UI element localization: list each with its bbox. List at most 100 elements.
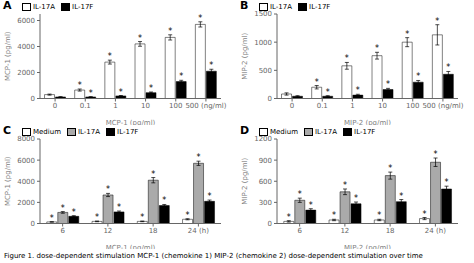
svg-text:*: *	[343, 180, 347, 189]
svg-text:*: *	[197, 153, 201, 162]
svg-text:*: *	[117, 203, 121, 212]
svg-text:*: *	[287, 212, 291, 221]
svg-text:500: 500	[259, 67, 272, 75]
svg-text:2000: 2000	[17, 198, 35, 206]
svg-text:*: *	[119, 88, 123, 97]
svg-text:6: 6	[297, 227, 302, 235]
svg-text:*: *	[162, 196, 166, 205]
svg-text:500 (ng/ml): 500 (ng/ml)	[422, 102, 463, 110]
svg-text:*: *	[354, 194, 358, 203]
svg-text:*: *	[332, 211, 336, 220]
html-text:A: A	[3, 0, 12, 12]
svg-text:MIP-2 (pg/ml): MIP-2 (pg/ml)	[241, 157, 249, 204]
html-text:Medium: Medium	[270, 127, 298, 136]
svg-text:12: 12	[103, 227, 112, 235]
svg-text:1: 1	[113, 102, 117, 110]
svg-text:MCP-1 (pg/ml): MCP-1 (pg/ml)	[8, 31, 12, 81]
svg-text:0: 0	[31, 95, 35, 103]
svg-text:6000: 6000	[17, 156, 35, 164]
svg-text:*: *	[179, 72, 183, 81]
html-text:Medium: Medium	[33, 127, 61, 136]
svg-text:12: 12	[340, 227, 349, 235]
svg-text:*: *	[326, 88, 330, 97]
svg-text:MIP-2 (pg/ml): MIP-2 (pg/ml)	[241, 33, 249, 80]
svg-text:0: 0	[290, 102, 294, 110]
svg-text:*: *	[445, 178, 449, 187]
html-text:IL-17A: IL-17A	[78, 127, 101, 136]
svg-text:*: *	[309, 200, 313, 209]
svg-text:*: *	[375, 44, 379, 53]
svg-text:500 (ng/ml): 500 (ng/ml)	[185, 102, 226, 110]
svg-text:6: 6	[60, 227, 65, 235]
svg-text:0.1: 0.1	[80, 102, 91, 110]
svg-text:*: *	[434, 150, 438, 159]
svg-text:1200: 1200	[254, 135, 272, 143]
svg-text:*: *	[89, 89, 93, 98]
html-text:C: C	[3, 123, 12, 137]
html-text:D: D	[240, 123, 250, 137]
svg-text:*: *	[198, 14, 202, 23]
svg-text:10: 10	[378, 102, 387, 110]
svg-text:*: *	[72, 207, 76, 216]
svg-text:1500: 1500	[254, 10, 272, 18]
svg-text:MIP-2 (pg/ml): MIP-2 (pg/ml)	[344, 119, 391, 125]
svg-text:*: *	[61, 203, 65, 212]
svg-text:1000: 1000	[254, 39, 272, 47]
svg-text:*: *	[405, 30, 409, 39]
svg-text:1: 1	[350, 102, 354, 110]
html-text:IL-17F: IL-17F	[354, 127, 376, 136]
svg-text:0: 0	[268, 219, 272, 227]
svg-text:*: *	[386, 80, 390, 89]
svg-text:*: *	[186, 210, 190, 219]
svg-text:MCP-1 (pg/ml): MCP-1 (pg/ml)	[8, 156, 12, 206]
svg-text:*: *	[50, 213, 54, 222]
svg-text:18: 18	[386, 227, 395, 235]
svg-text:4000: 4000	[17, 43, 35, 51]
svg-text:*: *	[345, 54, 349, 63]
svg-text:600: 600	[259, 177, 272, 185]
svg-text:*: *	[423, 209, 427, 218]
svg-text:*: *	[208, 192, 212, 201]
svg-text:*: *	[435, 17, 439, 26]
svg-text:4000: 4000	[17, 177, 35, 185]
svg-text:10: 10	[141, 102, 150, 110]
svg-text:MCP-1 (pg/ml): MCP-1 (pg/ml)	[106, 243, 156, 249]
svg-text:*: *	[78, 81, 82, 90]
svg-text:*: *	[298, 190, 302, 199]
svg-text:*: *	[108, 52, 112, 61]
svg-text:24 (h): 24 (h)	[425, 227, 446, 235]
svg-text:MIP-2 (pg/ml): MIP-2 (pg/ml)	[344, 243, 391, 249]
svg-text:*: *	[149, 84, 153, 93]
svg-text:0: 0	[268, 95, 272, 103]
svg-text:6000: 6000	[17, 17, 35, 25]
svg-text:*: *	[356, 86, 360, 95]
svg-text:0: 0	[31, 219, 35, 227]
svg-text:*: *	[377, 211, 381, 220]
svg-text:24 (h): 24 (h)	[188, 227, 209, 235]
svg-text:*: *	[446, 63, 450, 72]
svg-text:100: 100	[169, 102, 182, 110]
svg-text:*: *	[95, 213, 99, 222]
svg-text:*: *	[151, 169, 155, 178]
svg-text:0: 0	[53, 102, 57, 110]
svg-text:MCP-1 (pg/ml): MCP-1 (pg/ml)	[106, 119, 156, 125]
svg-text:*: *	[168, 27, 172, 36]
svg-text:*: *	[138, 34, 142, 43]
svg-text:*: *	[315, 78, 319, 87]
svg-text:*: *	[209, 61, 213, 70]
svg-text:8000: 8000	[17, 135, 35, 143]
html-text:B: B	[240, 0, 249, 12]
svg-text:18: 18	[149, 227, 158, 235]
html-text:IL-17F: IL-17F	[117, 127, 139, 136]
html-text:IL-17A: IL-17A	[315, 127, 338, 136]
svg-text:100: 100	[406, 102, 419, 110]
svg-text:2000: 2000	[17, 69, 35, 77]
svg-text:*: *	[140, 213, 144, 222]
svg-text:0.1: 0.1	[317, 102, 328, 110]
svg-text:*: *	[399, 191, 403, 200]
svg-text:300: 300	[259, 198, 272, 206]
svg-text:*: *	[388, 164, 392, 173]
svg-text:*: *	[106, 185, 110, 194]
svg-text:900: 900	[259, 156, 272, 164]
svg-text:*: *	[416, 72, 420, 81]
